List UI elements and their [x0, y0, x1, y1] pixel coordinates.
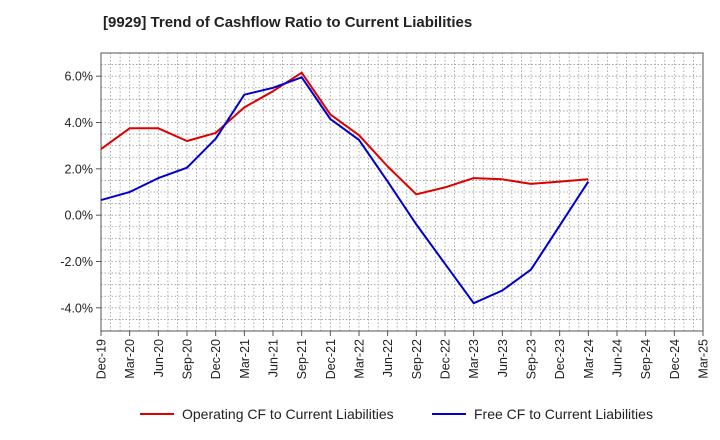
y-tick-label: 6.0% — [65, 70, 94, 84]
chart-title: [9929] Trend of Cashflow Ratio to Curren… — [103, 14, 473, 31]
x-tick-label: Mar-23 — [467, 339, 481, 379]
x-tick-label: Sep-22 — [410, 339, 424, 379]
x-tick-label: Jun-20 — [152, 339, 166, 377]
plot-border — [100, 52, 704, 332]
x-tick-label: Dec-24 — [668, 339, 682, 379]
x-axis-ticks: Dec-19 Mar-20 Jun-20 Sep-20 Dec-20 Mar-21 Jun-… — [95, 331, 711, 379]
series-line-1 — [100, 71, 589, 196]
x-tick-label: Jun-21 — [267, 339, 281, 377]
x-tick-label: Mar-20 — [123, 339, 137, 379]
legend: Operating CF to Current Liabilities Free … — [140, 406, 653, 422]
x-tick-label: Mar-22 — [353, 339, 367, 379]
x-tick-label: Dec-21 — [324, 339, 338, 379]
x-tick-label: Sep-21 — [295, 339, 309, 379]
x-tick-label: Mar-21 — [238, 339, 252, 379]
x-tick-label: Jun-23 — [496, 339, 510, 377]
y-tick-label: 2.0% — [65, 162, 94, 176]
x-tick-label: Mar-25 — [697, 339, 711, 379]
x-tick-label: Jun-22 — [381, 339, 395, 377]
y-tick-label: 4.0% — [65, 116, 94, 130]
x-tick-label: Dec-20 — [209, 339, 223, 379]
x-tick-label: Mar-24 — [582, 339, 596, 379]
horizontal-gridlines — [101, 64, 703, 320]
y-tick-label: 0.0% — [65, 209, 94, 223]
x-tick-label: Dec-23 — [553, 339, 567, 379]
legend-label-1: Operating CF to Current Liabilities — [182, 406, 394, 422]
y-axis-ticks: -4.0% -2.0% 0.0% 2.0% 4.0% 6.0% — [60, 70, 101, 315]
x-tick-label: Sep-23 — [525, 339, 539, 379]
x-tick-label: Dec-22 — [439, 339, 453, 379]
legend-label-2: Free CF to Current Liabilities — [474, 406, 653, 422]
series-lines — [100, 71, 590, 305]
x-tick-label: Sep-24 — [639, 339, 653, 379]
x-tick-label: Sep-20 — [181, 339, 195, 379]
x-tick-label: Jun-24 — [611, 339, 625, 377]
y-tick-label: -2.0% — [60, 255, 93, 269]
x-tick-label: Dec-19 — [95, 339, 109, 379]
series-line-2 — [100, 76, 590, 305]
y-tick-label: -4.0% — [60, 301, 93, 315]
